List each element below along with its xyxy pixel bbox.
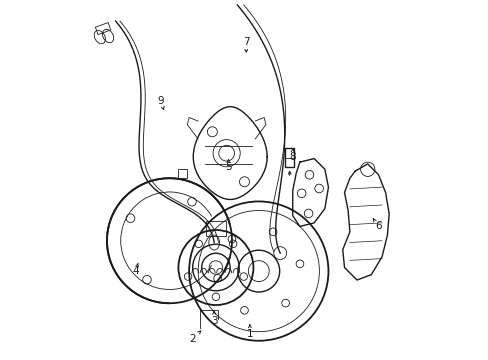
- Bar: [285, 148, 294, 167]
- Bar: [95, 23, 111, 35]
- Text: 1: 1: [246, 329, 253, 339]
- Text: 9: 9: [157, 96, 163, 107]
- Text: 4: 4: [132, 266, 139, 276]
- Text: 5: 5: [224, 162, 231, 172]
- Text: 3: 3: [210, 316, 217, 326]
- Text: 2: 2: [189, 334, 196, 344]
- Text: 8: 8: [289, 152, 295, 162]
- Text: 7: 7: [243, 37, 249, 48]
- Bar: [177, 169, 186, 178]
- Text: 6: 6: [374, 221, 381, 231]
- Bar: [205, 221, 225, 236]
